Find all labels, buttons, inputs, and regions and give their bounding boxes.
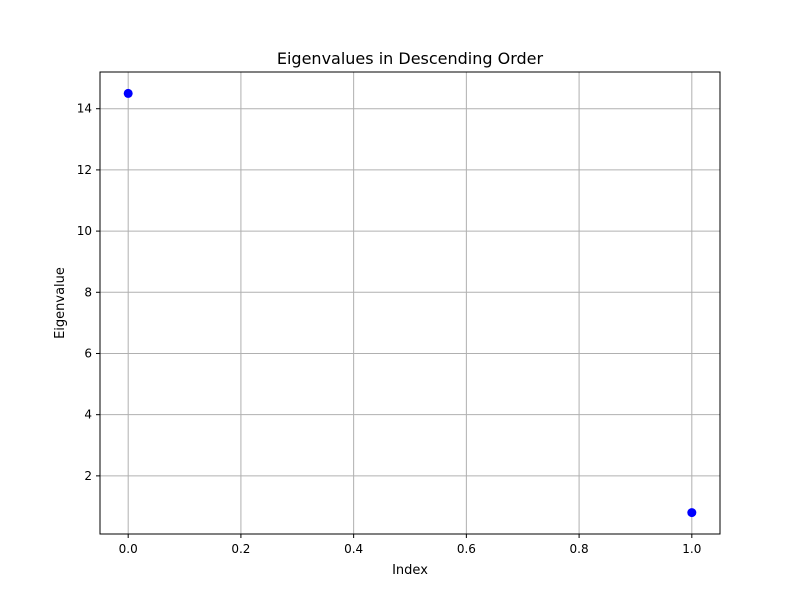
data-point — [687, 508, 697, 518]
chart-title: Eigenvalues in Descending Order — [277, 49, 544, 68]
x-tick-label: 1.0 — [682, 542, 701, 556]
y-axis-label: Eigenvalue — [53, 267, 68, 339]
y-tick-label: 12 — [77, 163, 92, 177]
plot-area — [100, 72, 720, 534]
x-axis-ticks: 0.0 0.2 0.4 0.6 0.8 1.0 — [119, 534, 701, 556]
x-tick-label: 0.4 — [344, 542, 363, 556]
grid — [100, 72, 720, 534]
x-axis-label: Index — [392, 563, 428, 578]
data-point — [123, 88, 133, 98]
x-tick-label: 0.6 — [457, 542, 476, 556]
x-tick-label: 0.2 — [231, 542, 250, 556]
y-tick-label: 6 — [84, 346, 92, 360]
y-tick-label: 2 — [84, 469, 92, 483]
y-tick-label: 8 — [84, 285, 92, 299]
data-points — [123, 88, 697, 518]
x-tick-label: 0.0 — [119, 542, 138, 556]
plot-frame — [99, 71, 721, 535]
x-tick-label: 0.8 — [570, 542, 589, 556]
y-tick-label: 14 — [77, 102, 92, 116]
y-tick-label: 10 — [77, 224, 92, 238]
y-tick-label: 4 — [84, 408, 92, 422]
y-axis-ticks: 2 4 6 8 10 12 14 — [77, 102, 100, 483]
